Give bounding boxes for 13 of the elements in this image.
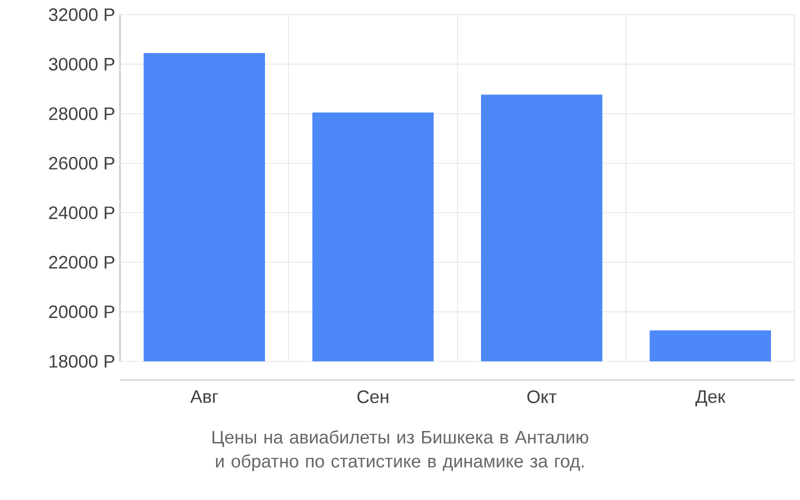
x-tick-label: Авг bbox=[190, 390, 218, 403]
y-tick-label: 22000 Р bbox=[49, 256, 114, 269]
y-tick-label: 28000 Р bbox=[49, 107, 114, 120]
y-tick-label: 26000 Р bbox=[49, 156, 114, 170]
x-tick-label: Дек bbox=[695, 390, 726, 406]
x-tick-label: Окт bbox=[527, 390, 557, 404]
y-tick-label: 30000 Р bbox=[48, 58, 114, 71]
y-tick-label: 18000 Р bbox=[50, 354, 114, 368]
x-tick-label: Сен bbox=[357, 390, 388, 404]
y-tick-label: 24000 Р bbox=[49, 206, 114, 220]
y-tick-label: 32000 Р bbox=[48, 8, 114, 22]
y-tick-label: 20000 Р bbox=[49, 305, 114, 318]
text: Цены на авиабилеты из Бишкека в Анталию и обратно по статистике в динамике за год. bbox=[212, 430, 588, 472]
